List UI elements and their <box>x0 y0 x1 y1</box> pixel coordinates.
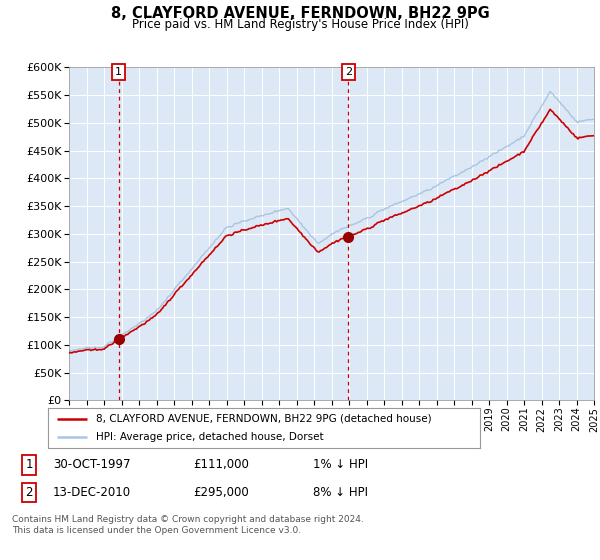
Text: 30-OCT-1997: 30-OCT-1997 <box>53 458 131 472</box>
Text: 13-DEC-2010: 13-DEC-2010 <box>53 486 131 499</box>
Text: 1: 1 <box>115 67 122 77</box>
Text: Price paid vs. HM Land Registry's House Price Index (HPI): Price paid vs. HM Land Registry's House … <box>131 18 469 31</box>
Text: HPI: Average price, detached house, Dorset: HPI: Average price, detached house, Dors… <box>95 432 323 442</box>
Text: Contains HM Land Registry data © Crown copyright and database right 2024.
This d: Contains HM Land Registry data © Crown c… <box>12 515 364 535</box>
Text: 8, CLAYFORD AVENUE, FERNDOWN, BH22 9PG: 8, CLAYFORD AVENUE, FERNDOWN, BH22 9PG <box>110 6 490 21</box>
Text: 2: 2 <box>345 67 352 77</box>
Text: £111,000: £111,000 <box>193 458 249 472</box>
Text: 8% ↓ HPI: 8% ↓ HPI <box>313 486 368 499</box>
Text: £295,000: £295,000 <box>193 486 249 499</box>
Text: 1: 1 <box>25 458 33 472</box>
Text: 2: 2 <box>25 486 33 499</box>
Text: 8, CLAYFORD AVENUE, FERNDOWN, BH22 9PG (detached house): 8, CLAYFORD AVENUE, FERNDOWN, BH22 9PG (… <box>95 414 431 423</box>
Text: 1% ↓ HPI: 1% ↓ HPI <box>313 458 368 472</box>
